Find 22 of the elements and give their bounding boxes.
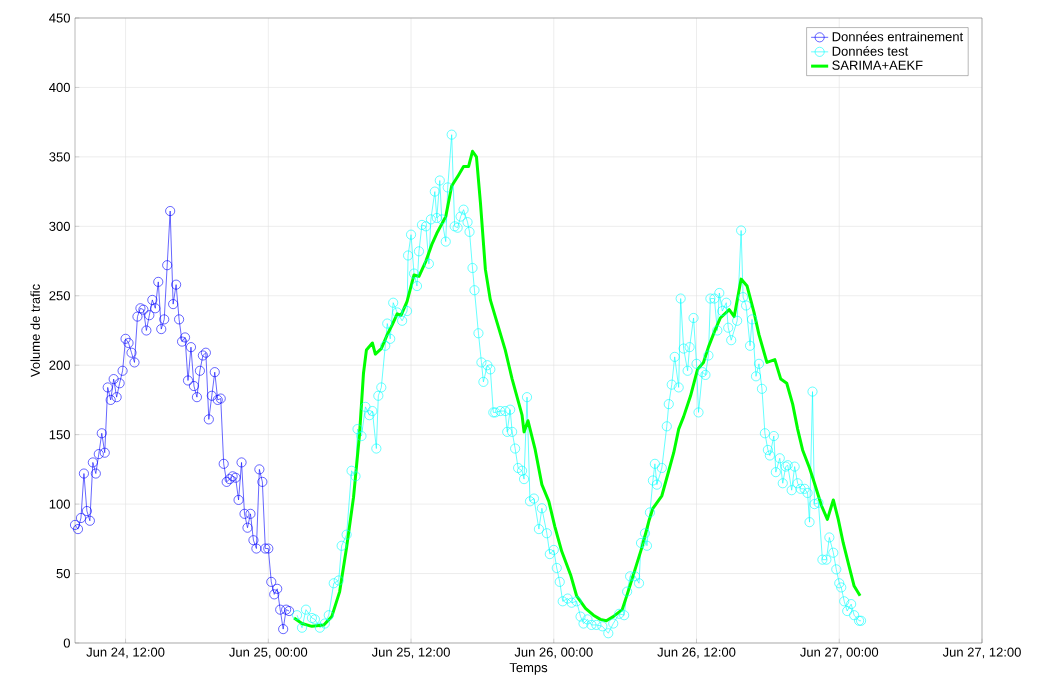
- y-tick-label: 200: [49, 360, 70, 370]
- x-tick-label: Jun 25, 00:00: [229, 647, 308, 659]
- x-tick-label: Jun 24, 12:00: [86, 647, 165, 659]
- y-tick-label: 150: [49, 430, 70, 440]
- y-tick-label: 300: [49, 221, 70, 231]
- y-tick-label: 400: [49, 82, 70, 93]
- x-tick-label: Jun 25, 12:00: [371, 647, 450, 659]
- y-tick-label: 100: [49, 499, 70, 509]
- x-axis-title: Temps: [509, 663, 548, 675]
- x-tick-label: Jun 27, 12:00: [942, 647, 1021, 659]
- y-tick-label: 50: [56, 568, 70, 579]
- legend-label: Données test: [832, 46, 909, 56]
- x-tick-label: Jun 26, 00:00: [514, 647, 593, 659]
- y-axis-title: Volume de trafic: [30, 284, 40, 378]
- y-tick-label: 250: [49, 291, 70, 301]
- y-tick-label: 450: [49, 13, 70, 23]
- y-tick-label: 350: [49, 152, 70, 162]
- legend-label: SARIMA+AEKF: [832, 60, 923, 70]
- y-tick-label: 0: [63, 638, 70, 648]
- x-tick-label: Jun 27, 00:00: [800, 647, 879, 659]
- x-tick-label: Jun 26, 12:00: [657, 647, 736, 659]
- legend-label: Données entrainement: [832, 31, 964, 42]
